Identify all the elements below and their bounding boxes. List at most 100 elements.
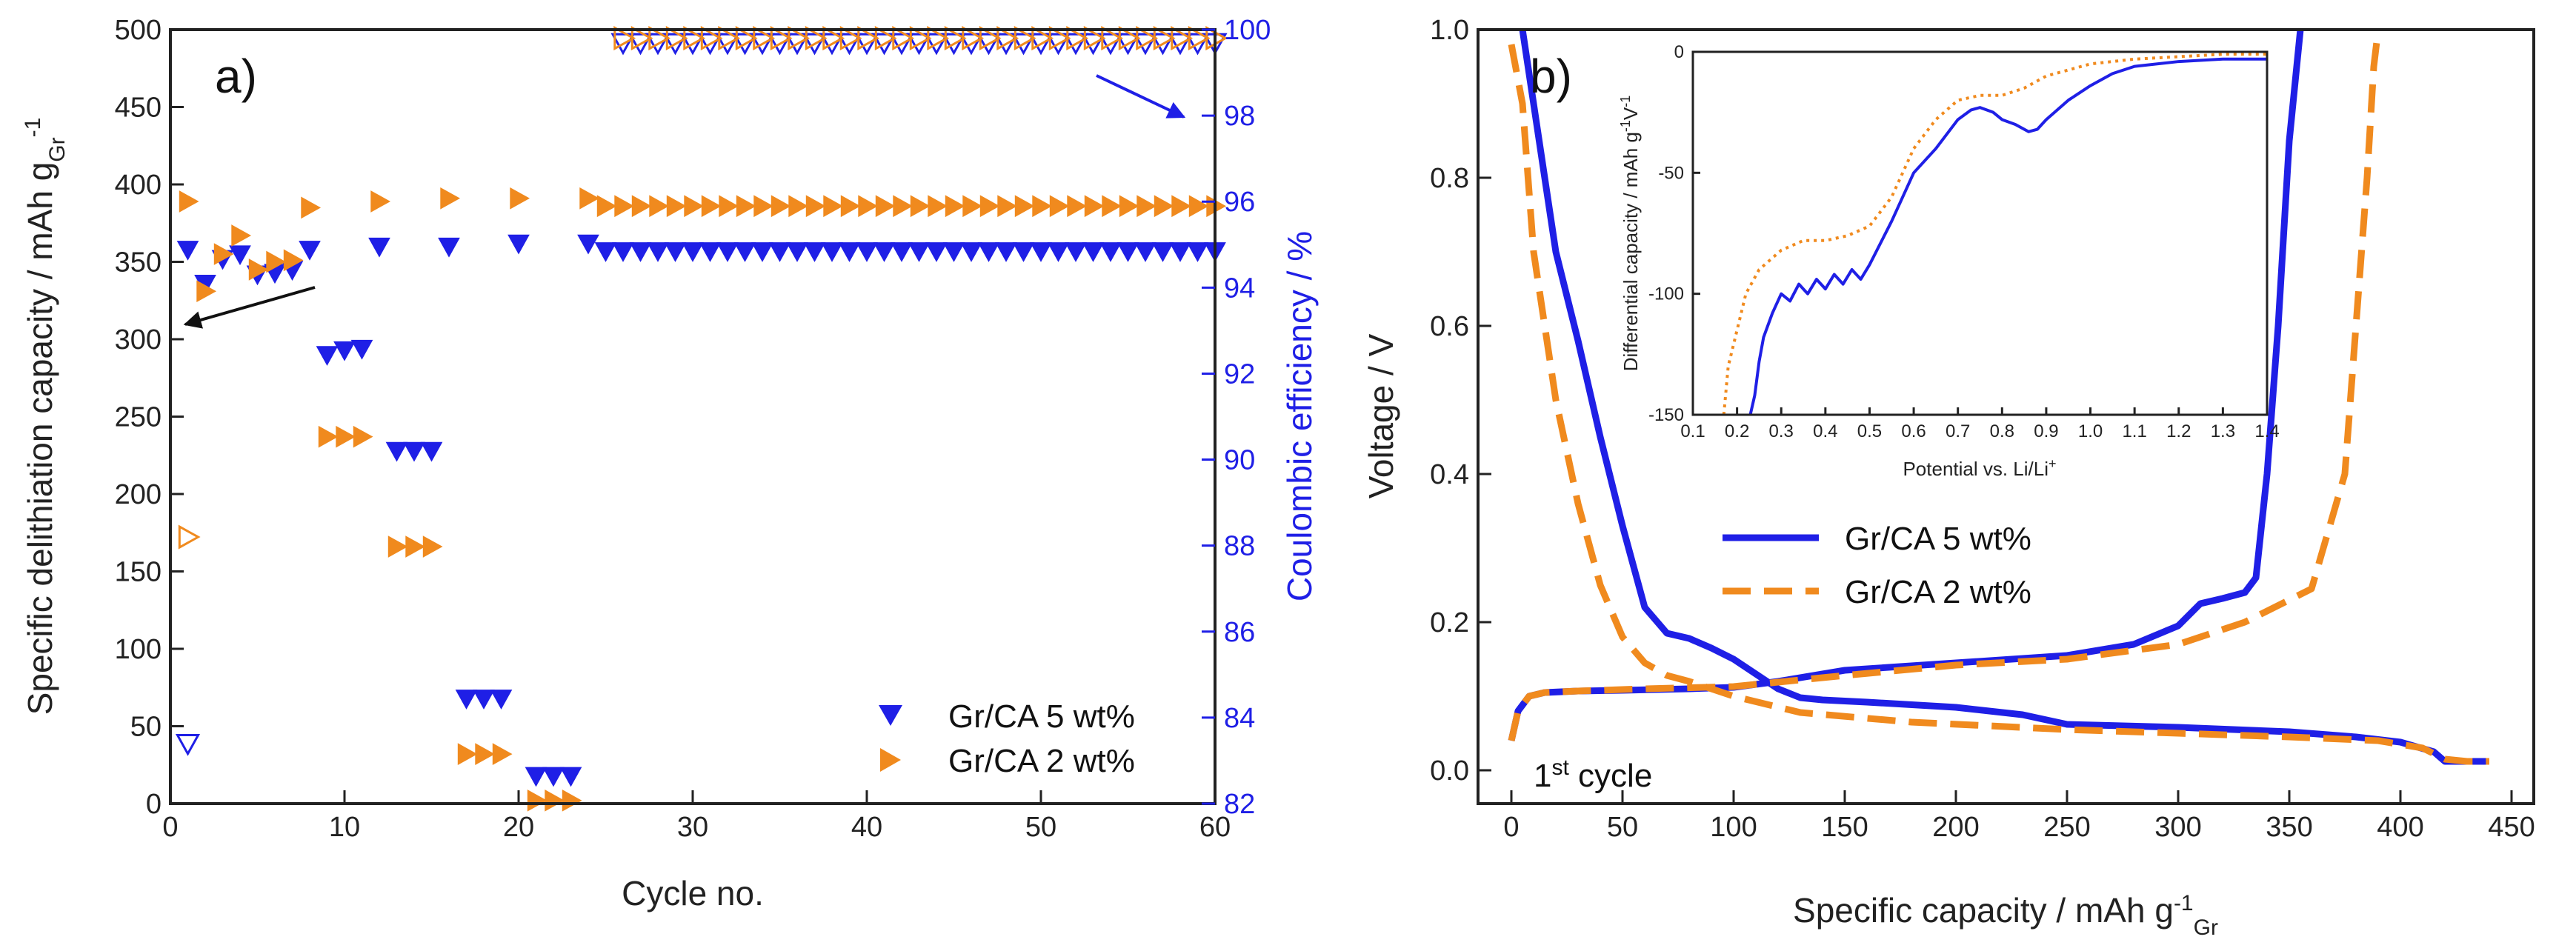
a-point-s2-21 bbox=[959, 33, 984, 56]
legend-label-5wt: Gr/CA 5 wt% bbox=[948, 698, 1135, 735]
b-x-tick-label-7: 350 bbox=[2266, 812, 2312, 843]
a-point-s0-0 bbox=[176, 241, 199, 261]
a-point-s2-31 bbox=[1133, 33, 1158, 56]
panel-b-annotation-1: 1 bbox=[1534, 758, 1551, 794]
a-point-s3-20 bbox=[944, 26, 967, 51]
a-point-s3-16 bbox=[874, 26, 897, 51]
a-point-s1-48 bbox=[1014, 195, 1035, 218]
a-point-s2-8 bbox=[732, 33, 758, 56]
a-point-s1-50 bbox=[1049, 195, 1070, 218]
panel-b-legend: Gr/CA 5 wt% Gr/CA 2 wt% bbox=[1723, 521, 2031, 610]
a-point-s3-3 bbox=[648, 26, 671, 51]
inset-ylabel-main: Differential capacity / mAh g bbox=[1620, 132, 1642, 371]
b-curve-2 bbox=[1508, 44, 2489, 765]
a-point-s1-21 bbox=[545, 789, 565, 812]
a-point-s2-32 bbox=[1150, 33, 1176, 56]
a-point-s1-6 bbox=[283, 249, 304, 272]
a-point-s3-6 bbox=[700, 26, 723, 51]
a-point-s0-34 bbox=[768, 242, 791, 262]
a-point-s0-14 bbox=[420, 441, 443, 462]
b-y-tick-label-5: 1.0 bbox=[1430, 15, 1469, 46]
a-point-s0-42 bbox=[908, 242, 931, 262]
panel-a-ylabel-left-sub: Gr bbox=[45, 137, 70, 161]
a-point-s0-18 bbox=[490, 690, 513, 710]
a-point-s1-58 bbox=[1188, 195, 1209, 218]
a-point-s0-46 bbox=[977, 242, 1000, 262]
a-point-s0-43 bbox=[925, 242, 948, 262]
inset-curve-0 bbox=[1748, 57, 2267, 416]
a-yr-tick-label-0: 82 bbox=[1224, 789, 1255, 820]
a-point-s1-41 bbox=[893, 195, 913, 218]
a-point-s0-55 bbox=[1134, 242, 1156, 262]
a-point-s0-35 bbox=[786, 242, 808, 262]
a-point-s0-7 bbox=[299, 241, 321, 261]
a-point-s1-51 bbox=[1067, 195, 1088, 218]
a-yr-tick-label-7: 96 bbox=[1224, 187, 1255, 218]
a-point-s3-9 bbox=[753, 26, 776, 51]
panel-b-y-axis-label: Voltage / V bbox=[1362, 333, 1400, 498]
a-point-s3-11 bbox=[788, 26, 811, 51]
a-point-s2-22 bbox=[976, 33, 1002, 56]
panel-a-y-axis-label-right: Coulombic efficiency / % bbox=[1280, 231, 1319, 601]
a-point-s0-22 bbox=[559, 767, 582, 787]
a-point-s1-13 bbox=[405, 535, 426, 558]
b-x-tick-label-0: 0 bbox=[1503, 812, 1519, 843]
a-yr-tick-label-1: 84 bbox=[1224, 703, 1255, 734]
a-yl-tick-label-9: 450 bbox=[115, 93, 162, 124]
a-point-s2-13 bbox=[819, 33, 845, 56]
a-point-s0-29 bbox=[682, 242, 704, 262]
a-point-s1-27 bbox=[649, 195, 670, 218]
a-point-s0-9 bbox=[333, 341, 356, 361]
a-yl-tick-label-6: 300 bbox=[115, 324, 162, 356]
a-point-s1-23 bbox=[579, 187, 600, 210]
inset-x-tick-label-8: 0.9 bbox=[2034, 421, 2058, 441]
b-x-tick-label-3: 150 bbox=[1821, 812, 1868, 843]
a-point-s0-28 bbox=[664, 242, 687, 262]
a-yl-tick-label-2: 100 bbox=[115, 634, 162, 665]
panel-b-voltage-curves bbox=[1508, 29, 2489, 765]
a-point-s0-57 bbox=[1169, 242, 1191, 262]
a-point-s2-11 bbox=[785, 33, 810, 56]
a-point-s2-10 bbox=[767, 33, 793, 56]
legend-marker-5wt bbox=[879, 705, 902, 726]
inset-x-tick-label-0: 0.1 bbox=[1680, 421, 1705, 441]
a-point-s1-39 bbox=[858, 195, 879, 218]
a-point-s1-40 bbox=[875, 195, 896, 218]
a-yl-tick-label-4: 200 bbox=[115, 479, 162, 510]
a-point-s0-30 bbox=[699, 242, 722, 262]
a-yr-tick-label-5: 92 bbox=[1224, 358, 1255, 390]
a-point-s3-5 bbox=[683, 26, 706, 51]
a-point-s3-1 bbox=[613, 26, 636, 51]
panel-a-frame bbox=[169, 28, 1217, 805]
a-point-s0-8 bbox=[316, 346, 339, 366]
inset-y-axis-label: Differential capacity / mAh g-1V-1 bbox=[1618, 96, 1642, 372]
a-point-s0-17 bbox=[473, 690, 495, 710]
a-point-s1-38 bbox=[840, 195, 861, 218]
inset-x-tick-label-5: 0.6 bbox=[1901, 421, 1926, 441]
a-yl-tick-label-5: 250 bbox=[115, 402, 162, 433]
a-point-s3-13 bbox=[822, 26, 845, 51]
a-point-s1-42 bbox=[910, 195, 931, 218]
a-yl-tick-label-8: 400 bbox=[115, 170, 162, 201]
a-point-s0-26 bbox=[629, 242, 652, 262]
inset-x-axis-label: Potential vs. Li/Li+ bbox=[1903, 456, 2056, 480]
inset-x-ticks: 0.1 0.2 0.3 0.4 0.5 0.6 0.7 0.8 0.9 1.0 1.1 1.2 1.3 1… bbox=[1680, 407, 2280, 441]
a-point-s3-4 bbox=[665, 26, 688, 51]
panel-a-ylabel-left-main: Specific delithiation capacity / mAh g bbox=[21, 162, 59, 715]
a-point-s3-28 bbox=[1083, 26, 1106, 51]
a-yl-tick-label-10: 500 bbox=[115, 15, 162, 46]
a-point-s2-33 bbox=[1168, 33, 1193, 56]
a-point-s3-32 bbox=[1153, 26, 1176, 51]
a-point-s0-16 bbox=[455, 690, 478, 710]
a-point-s1-46 bbox=[979, 195, 1000, 218]
a-point-s0-49 bbox=[1030, 242, 1052, 262]
a-point-s2-3 bbox=[645, 33, 670, 56]
a-point-s3-34 bbox=[1188, 26, 1211, 51]
a-point-s3-27 bbox=[1066, 26, 1089, 51]
a-point-s3-17 bbox=[892, 26, 915, 51]
a-point-s1-55 bbox=[1136, 195, 1157, 218]
a-point-s2-2 bbox=[628, 33, 653, 56]
inset-x-tick-label-3: 0.4 bbox=[1813, 421, 1837, 441]
a-point-s1-32 bbox=[736, 195, 756, 218]
